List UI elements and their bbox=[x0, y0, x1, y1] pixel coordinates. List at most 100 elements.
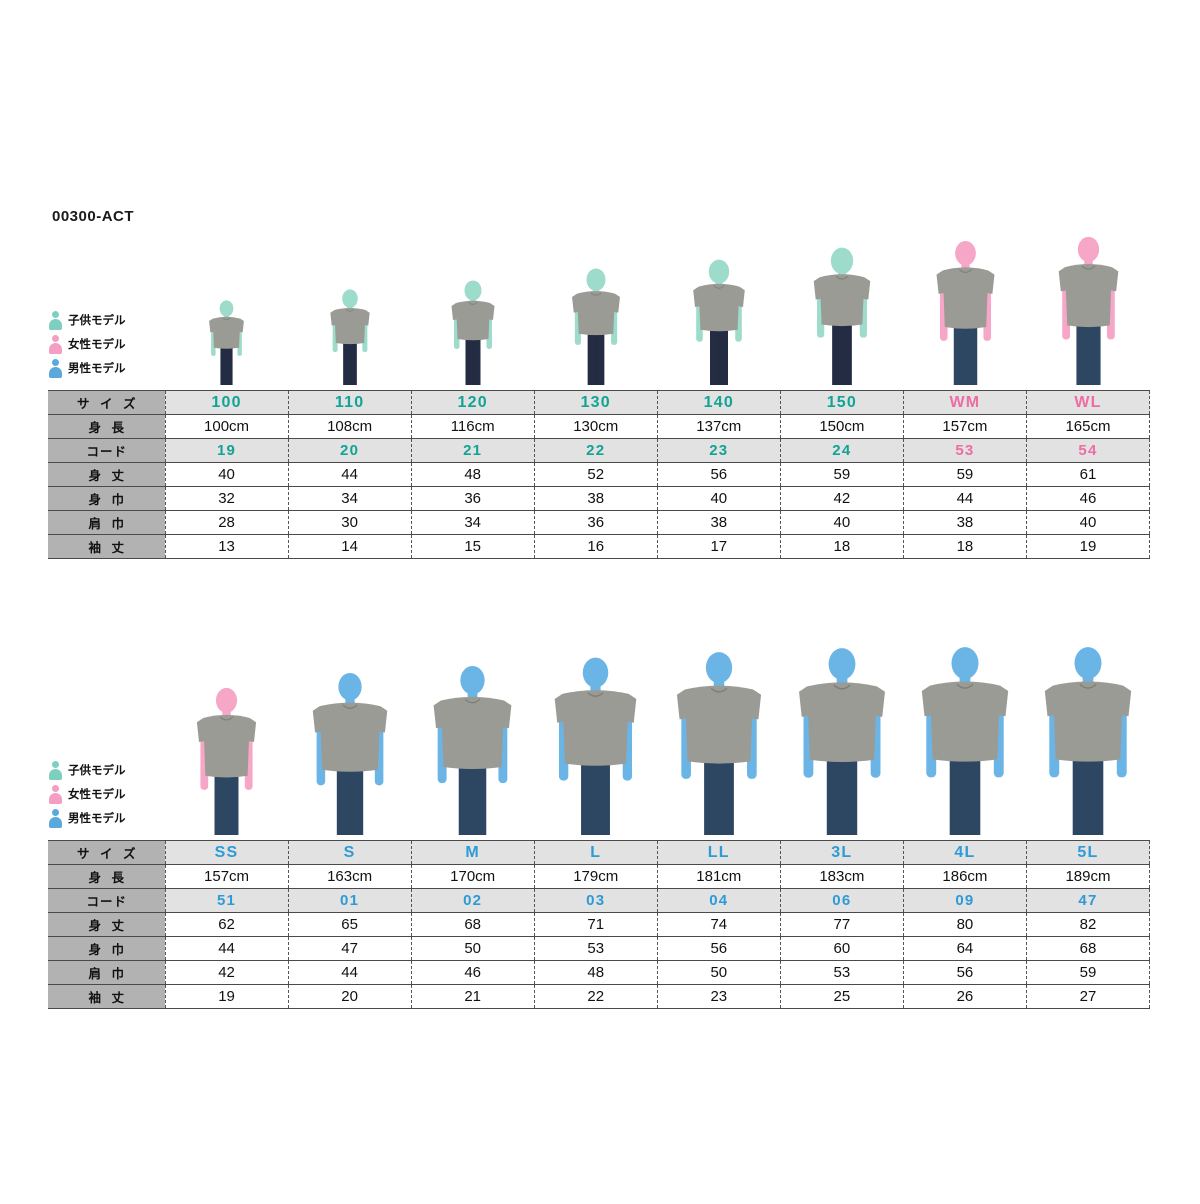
model-figure-WM bbox=[904, 236, 1027, 390]
row-label-size: サ イ ズ bbox=[48, 840, 165, 865]
cell-body_length-L: 71 bbox=[533, 912, 658, 937]
table-row: 肩 巾 28 30 34 36 38 40 38 40 bbox=[48, 510, 1151, 535]
cell-body_length-WL: 61 bbox=[1025, 462, 1151, 487]
model-silhouette-man bbox=[675, 651, 763, 840]
model-silhouette-child bbox=[448, 280, 498, 390]
cell-body_length-3L: 77 bbox=[779, 912, 904, 937]
row-label-shoulder_width: 肩 巾 bbox=[48, 960, 165, 985]
cell-code-120: 21 bbox=[410, 438, 535, 463]
cell-height-3L: 183cm bbox=[779, 864, 904, 889]
cell-sleeve_length-WL: 19 bbox=[1025, 534, 1151, 559]
model-figure-WL bbox=[1027, 236, 1150, 390]
table-row: サ イ ズ 100 110 120 130 140 150 WM WL bbox=[48, 390, 1151, 415]
model-figure-100 bbox=[165, 236, 288, 390]
cell-shoulder_width-SS: 42 bbox=[164, 960, 289, 985]
cell-body_width-WL: 46 bbox=[1025, 486, 1151, 511]
person-icon-man bbox=[48, 358, 63, 378]
cell-shoulder_width-140: 38 bbox=[656, 510, 781, 535]
model-figure-LL bbox=[658, 646, 781, 840]
cell-body_length-LL: 74 bbox=[656, 912, 781, 937]
cell-code-WL: 54 bbox=[1025, 438, 1151, 463]
cell-shoulder_width-5L: 59 bbox=[1025, 960, 1151, 985]
cell-sleeve_length-140: 17 bbox=[656, 534, 781, 559]
cell-sleeve_length-4L: 26 bbox=[902, 984, 1027, 1009]
cell-body_length-M: 68 bbox=[410, 912, 535, 937]
cell-size-110: 110 bbox=[287, 390, 412, 415]
legend-item-label: 女性モデル bbox=[68, 339, 126, 351]
cell-code-L: 03 bbox=[533, 888, 658, 913]
cell-size-5L: 5L bbox=[1025, 840, 1151, 865]
model-figure-3L bbox=[781, 646, 904, 840]
cell-height-WM: 157cm bbox=[902, 414, 1027, 439]
table-row: 袖 丈 19 20 21 22 23 25 26 27 bbox=[48, 984, 1151, 1009]
cell-shoulder_width-110: 30 bbox=[287, 510, 412, 535]
person-icon-woman bbox=[48, 784, 63, 804]
cell-shoulder_width-4L: 56 bbox=[902, 960, 1027, 985]
cell-size-SS: SS bbox=[164, 840, 289, 865]
row-label-sleeve_length: 袖 丈 bbox=[48, 984, 165, 1009]
cell-height-SS: 157cm bbox=[164, 864, 289, 889]
cell-size-3L: 3L bbox=[779, 840, 904, 865]
cell-size-150: 150 bbox=[779, 390, 904, 415]
model-silhouette-woman bbox=[931, 239, 1000, 390]
model-silhouette-child bbox=[206, 300, 247, 390]
cell-size-LL: LL bbox=[656, 840, 781, 865]
cell-height-4L: 186cm bbox=[902, 864, 1027, 889]
cell-body_length-140: 56 bbox=[656, 462, 781, 487]
cell-size-140: 140 bbox=[656, 390, 781, 415]
cell-shoulder_width-WM: 38 bbox=[902, 510, 1027, 535]
row-label-code: コード bbox=[48, 888, 165, 913]
cell-body_width-150: 42 bbox=[779, 486, 904, 511]
cell-sleeve_length-3L: 25 bbox=[779, 984, 904, 1009]
cell-code-130: 22 bbox=[533, 438, 658, 463]
cell-height-120: 116cm bbox=[410, 414, 535, 439]
model-silhouette-child bbox=[568, 268, 624, 390]
legend-item-label: 子供モデル bbox=[68, 315, 126, 327]
cell-body_length-5L: 82 bbox=[1025, 912, 1151, 937]
row-label-body_length: 身 丈 bbox=[48, 912, 165, 937]
cell-code-LL: 04 bbox=[656, 888, 781, 913]
legend-item-label: 男性モデル bbox=[68, 813, 126, 825]
person-icon-man bbox=[48, 808, 63, 828]
cell-sleeve_length-150: 18 bbox=[779, 534, 904, 559]
cell-height-150: 150cm bbox=[779, 414, 904, 439]
cell-body_width-110: 34 bbox=[287, 486, 412, 511]
cell-height-M: 170cm bbox=[410, 864, 535, 889]
cell-height-L: 179cm bbox=[533, 864, 658, 889]
cell-shoulder_width-100: 28 bbox=[164, 510, 289, 535]
cell-size-WL: WL bbox=[1025, 390, 1151, 415]
model-silhouette-man bbox=[920, 645, 1010, 840]
model-figure-140 bbox=[658, 236, 781, 390]
model-silhouette-man bbox=[797, 647, 887, 840]
row-label-code: コード bbox=[48, 438, 165, 463]
size-table-adult: サ イ ズ SS S M L LL 3L 4L 5L 身 長 157cm 163cm 170cm 179c… bbox=[48, 840, 1151, 1009]
cell-sleeve_length-M: 21 bbox=[410, 984, 535, 1009]
cell-sleeve_length-100: 13 bbox=[164, 534, 289, 559]
size-table-kids: サ イ ズ 100 110 120 130 140 150 WM WL 身 長 100cm 108cm… bbox=[48, 390, 1151, 559]
cell-body_length-SS: 62 bbox=[164, 912, 289, 937]
cell-sleeve_length-110: 14 bbox=[287, 534, 412, 559]
cell-body_width-3L: 60 bbox=[779, 936, 904, 961]
cell-body_width-100: 32 bbox=[164, 486, 289, 511]
cell-size-100: 100 bbox=[164, 390, 289, 415]
cell-height-WL: 165cm bbox=[1025, 414, 1151, 439]
cell-size-4L: 4L bbox=[902, 840, 1027, 865]
person-icon-child bbox=[48, 760, 63, 780]
cell-shoulder_width-LL: 50 bbox=[656, 960, 781, 985]
row-label-shoulder_width: 肩 巾 bbox=[48, 510, 165, 535]
cell-body_length-130: 52 bbox=[533, 462, 658, 487]
row-label-size: サ イ ズ bbox=[48, 390, 165, 415]
cell-size-S: S bbox=[287, 840, 412, 865]
cell-shoulder_width-130: 36 bbox=[533, 510, 658, 535]
table-row: 身 長 100cm 108cm 116cm 130cm 137cm 150cm 157cm 16… bbox=[48, 414, 1151, 439]
table-row: 身 巾 32 34 36 38 40 42 44 46 bbox=[48, 486, 1151, 511]
person-icon-woman bbox=[48, 334, 63, 354]
row-label-body_width: 身 巾 bbox=[48, 486, 165, 511]
size-table-body-kids: サ イ ズ 100 110 120 130 140 150 WM WL 身 長 100cm 108cm… bbox=[48, 390, 1151, 559]
row-label-height: 身 長 bbox=[48, 864, 165, 889]
product-code: 00300-ACT bbox=[52, 208, 135, 225]
cell-body_width-S: 47 bbox=[287, 936, 412, 961]
row-label-body_length: 身 丈 bbox=[48, 462, 165, 487]
cell-code-SS: 51 bbox=[164, 888, 289, 913]
cell-code-M: 02 bbox=[410, 888, 535, 913]
